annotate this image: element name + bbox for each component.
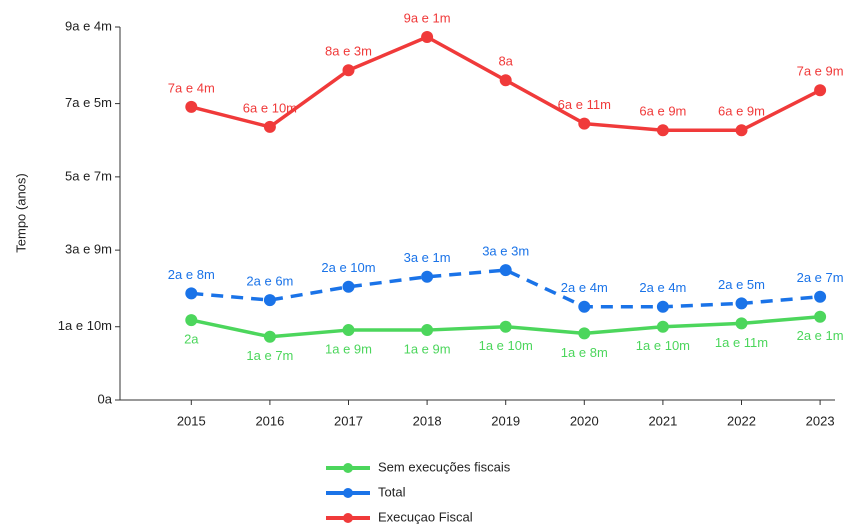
x-tick-label: 2021 (648, 413, 677, 428)
legend-marker (343, 488, 353, 498)
point (499, 264, 512, 277)
point (735, 124, 748, 137)
point (578, 327, 591, 340)
data-label: 2a e 4m (561, 280, 608, 295)
data-label: 7a e 9m (797, 64, 844, 79)
point (421, 30, 434, 43)
point (578, 117, 591, 130)
data-label: 2a (184, 332, 199, 347)
point (814, 310, 827, 323)
point (656, 320, 669, 333)
data-label: 1a e 9m (325, 341, 372, 356)
legend-marker (343, 463, 353, 473)
point (185, 314, 198, 327)
point (263, 330, 276, 343)
legend-label: Total (378, 484, 406, 499)
data-label: 2a e 4m (639, 280, 686, 295)
point (342, 64, 355, 77)
point (342, 324, 355, 337)
legend-label: Sem execuções fiscais (378, 459, 511, 474)
point (421, 324, 434, 337)
data-label: 1a e 10m (479, 338, 533, 353)
point (185, 287, 198, 300)
data-label: 1a e 9m (404, 341, 451, 356)
data-label: 6a e 11m (558, 97, 611, 112)
data-label: 1a e 8m (561, 345, 608, 360)
point (263, 120, 276, 133)
y-tick-label: 1a e 10m (58, 318, 112, 333)
data-label: 1a e 11m (715, 335, 768, 350)
data-label: 2a e 8m (168, 267, 215, 282)
y-tick-label: 7a e 5m (65, 95, 112, 110)
data-label: 2a e 6m (246, 274, 293, 289)
point (814, 290, 827, 303)
point (499, 74, 512, 87)
x-tick-label: 2020 (570, 413, 599, 428)
data-label: 6a e 9m (639, 104, 686, 119)
y-tick-label: 9a e 4m (65, 18, 112, 33)
point (263, 294, 276, 307)
series-line (191, 268, 821, 309)
data-label: 8a (498, 54, 513, 69)
legend-label: Execuçao Fiscal (378, 509, 473, 524)
point (342, 280, 355, 293)
y-tick-label: 5a e 7m (65, 168, 112, 183)
x-tick-label: 2017 (334, 413, 363, 428)
data-label: 2a e 7m (797, 270, 844, 285)
point (656, 124, 669, 137)
point (814, 84, 827, 97)
point (578, 300, 591, 313)
data-label: 8a e 3m (325, 44, 372, 59)
data-label: 1a e 7m (246, 348, 293, 363)
point (421, 270, 434, 283)
point (499, 320, 512, 333)
x-tick-label: 2016 (255, 413, 284, 428)
x-tick-label: 2018 (413, 413, 442, 428)
data-label: 2a e 5m (718, 277, 765, 292)
x-tick-label: 2019 (491, 413, 520, 428)
point (735, 317, 748, 330)
y-axis-label: Tempo (anos) (13, 173, 28, 252)
y-tick-label: 0a (98, 391, 113, 406)
data-label: 7a e 4m (168, 80, 215, 95)
point (735, 297, 748, 310)
y-tick-label: 3a e 9m (65, 242, 112, 257)
data-label: 6a e 9m (718, 104, 765, 119)
data-label: 3a e 3m (482, 244, 529, 259)
legend-marker (343, 513, 353, 523)
data-label: 2a e 10m (321, 260, 375, 275)
x-tick-label: 2022 (727, 413, 756, 428)
data-label: 9a e 1m (404, 10, 451, 25)
data-label: 2a e 1m (797, 328, 844, 343)
data-label: 1a e 10m (636, 338, 690, 353)
point (656, 300, 669, 313)
x-tick-label: 2015 (177, 413, 206, 428)
x-tick-label: 2023 (806, 413, 835, 428)
point (185, 100, 198, 113)
data-label: 6a e 10m (243, 100, 297, 115)
data-label: 3a e 1m (404, 250, 451, 265)
